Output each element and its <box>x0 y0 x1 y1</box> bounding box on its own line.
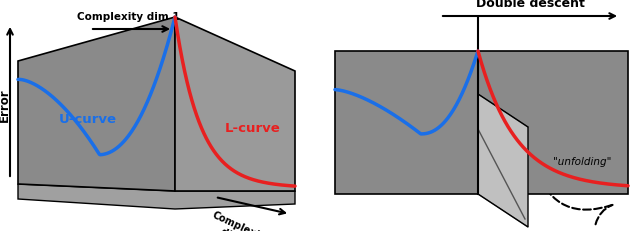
Polygon shape <box>18 18 175 191</box>
Text: U-curve: U-curve <box>59 113 117 126</box>
FancyArrowPatch shape <box>596 205 612 224</box>
Text: Double descent: Double descent <box>476 0 584 10</box>
Text: L-curve: L-curve <box>225 121 281 134</box>
Text: Error: Error <box>0 88 10 121</box>
Polygon shape <box>175 18 295 191</box>
Polygon shape <box>478 94 528 227</box>
Polygon shape <box>335 52 628 194</box>
FancyArrowPatch shape <box>537 171 612 210</box>
Text: "unfolding": "unfolding" <box>553 156 611 166</box>
Text: Complexity dim 1: Complexity dim 1 <box>77 12 179 22</box>
Polygon shape <box>18 184 295 209</box>
Text: Complexity
dim 2: Complexity dim 2 <box>205 209 271 231</box>
